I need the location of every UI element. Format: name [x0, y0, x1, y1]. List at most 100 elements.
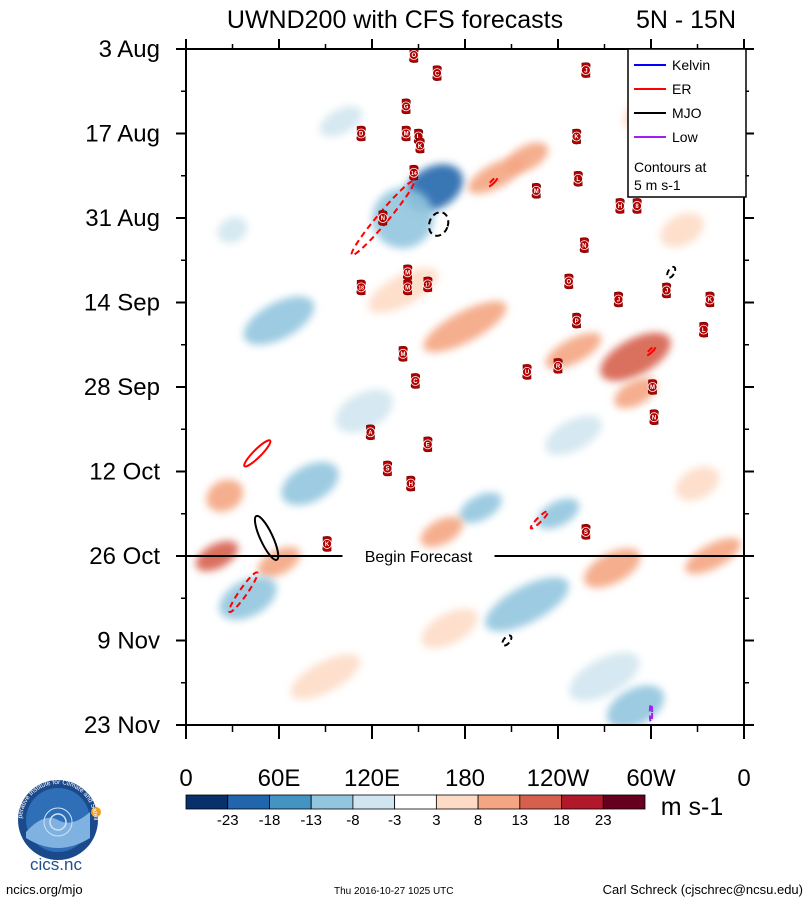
anomaly-blob-21 [485, 577, 569, 632]
chart-region: 5N - 15N [636, 6, 736, 34]
colorbar-tick-label: 3 [432, 812, 440, 829]
forecast-marker: Begin Forecast [186, 549, 744, 566]
tc-marker-31: N [649, 409, 659, 425]
tc-marker-33: E [422, 436, 433, 453]
colorbar-tick-label: -3 [388, 812, 401, 829]
tc-label: K [325, 542, 330, 548]
footer-website[interactable]: ncics.org/mjo [6, 882, 83, 897]
tc-marker-18: 18 [356, 279, 367, 296]
tc-label: O [567, 280, 572, 286]
tc-core [322, 539, 332, 549]
anomaly-blob-14 [459, 492, 502, 523]
contour-mjo-9 [501, 634, 513, 647]
tc-marker-1: C [432, 65, 443, 81]
x-tick-label: 120W [527, 765, 590, 792]
anomaly-blob-15 [420, 516, 464, 548]
tc-core [522, 367, 532, 377]
y-tick-label: 28 Sep [84, 374, 160, 401]
tc-marker-22: K [705, 291, 715, 308]
tc-label: J [617, 298, 620, 304]
tc-label: P [575, 319, 579, 325]
x-tick-label: 120E [344, 765, 400, 792]
tc-label: L [576, 177, 580, 183]
tc-label: 18 [358, 286, 364, 292]
tc-core [402, 282, 413, 293]
tc-label: N [381, 216, 385, 222]
tc-marker-28: U [522, 364, 532, 380]
tc-marker-2: J [581, 62, 591, 78]
tc-marker-27: R [553, 358, 563, 374]
tc-core [410, 376, 421, 386]
tc-marker-13: 8 [632, 198, 642, 214]
legend-label-er: ER [672, 81, 691, 97]
tc-core [408, 167, 419, 178]
tc-label: J [584, 68, 587, 74]
x-tick-label: 60W [626, 765, 676, 792]
tc-core [531, 185, 542, 196]
tc-core [405, 478, 416, 489]
tc-core [563, 276, 574, 287]
anomaly-blob-26 [675, 466, 720, 501]
tc-label: 14 [411, 171, 417, 177]
tc-label: K [418, 144, 423, 150]
tc-marker-37: K [322, 536, 332, 552]
colorbar-swatch [435, 794, 479, 810]
colorbar-tick-label: -13 [300, 812, 322, 829]
tc-marker-34: S [382, 460, 393, 477]
y-tick-label: 23 Nov [84, 712, 160, 739]
y-tick-label: 17 Aug [85, 121, 160, 148]
tc-core [365, 427, 376, 438]
tc-label: G [404, 105, 409, 111]
x-tick-label: 0 [179, 765, 192, 792]
tc-core [432, 68, 443, 79]
anomaly-blob-17 [257, 546, 301, 578]
tc-core [377, 213, 388, 223]
tc-label: M [404, 132, 409, 138]
tc-core [571, 315, 582, 326]
tc-core [401, 128, 412, 139]
colorbar-swatch [185, 794, 229, 810]
y-tick-label: 9 Nov [97, 628, 160, 655]
tc-marker-32: A [365, 424, 376, 441]
colorbar-swatch [519, 794, 562, 810]
colorbar-tick-label: 13 [511, 812, 528, 829]
tc-marker-36: S [581, 524, 591, 540]
tc-core [356, 282, 367, 293]
colorbar-swatch [269, 794, 312, 810]
tc-marker-24: P [571, 312, 582, 329]
tc-core [615, 201, 625, 211]
anomaly-blob-5 [423, 301, 507, 353]
tc-label: A [368, 430, 373, 436]
contour-low-10 [648, 702, 654, 723]
tc-label: 8 [635, 204, 639, 210]
legend-note-line2: 5 m s-1 [634, 177, 681, 193]
tc-marker-3: G [401, 98, 412, 115]
tc-core [573, 173, 584, 184]
tc-label: N [652, 415, 656, 421]
tc-marker-14: N [377, 210, 388, 226]
tc-marker-20: 17 [422, 276, 433, 293]
tc-label: M [405, 271, 410, 277]
chart-title: UWND200 with CFS forecasts [227, 6, 563, 34]
legend-label-low: Low [672, 129, 699, 145]
anomaly-blob-9 [614, 377, 657, 409]
y-tick-label: 3 Aug [99, 36, 160, 63]
tc-label: N [582, 243, 586, 249]
tc-core [422, 279, 433, 290]
tc-marker-12: H [615, 198, 625, 214]
x-axis: 0 60E 120E 180 120W 60W 0 [179, 39, 751, 792]
tc-label: D [359, 132, 364, 138]
tc-core [356, 128, 367, 139]
tc-marker-8: K [571, 128, 582, 145]
tc-label: 17 [425, 283, 431, 289]
y-tick-label: 26 Oct [89, 543, 160, 570]
contour-er-3 [529, 510, 550, 530]
logo-wordmark: cics.nc [30, 855, 82, 874]
tc-marker-17: O [563, 273, 574, 290]
anomaly-blob-3 [505, 142, 549, 173]
contour-er-1 [243, 439, 272, 468]
tc-core [422, 439, 433, 450]
tc-core [408, 50, 419, 60]
anomaly-blob-13 [536, 498, 580, 530]
